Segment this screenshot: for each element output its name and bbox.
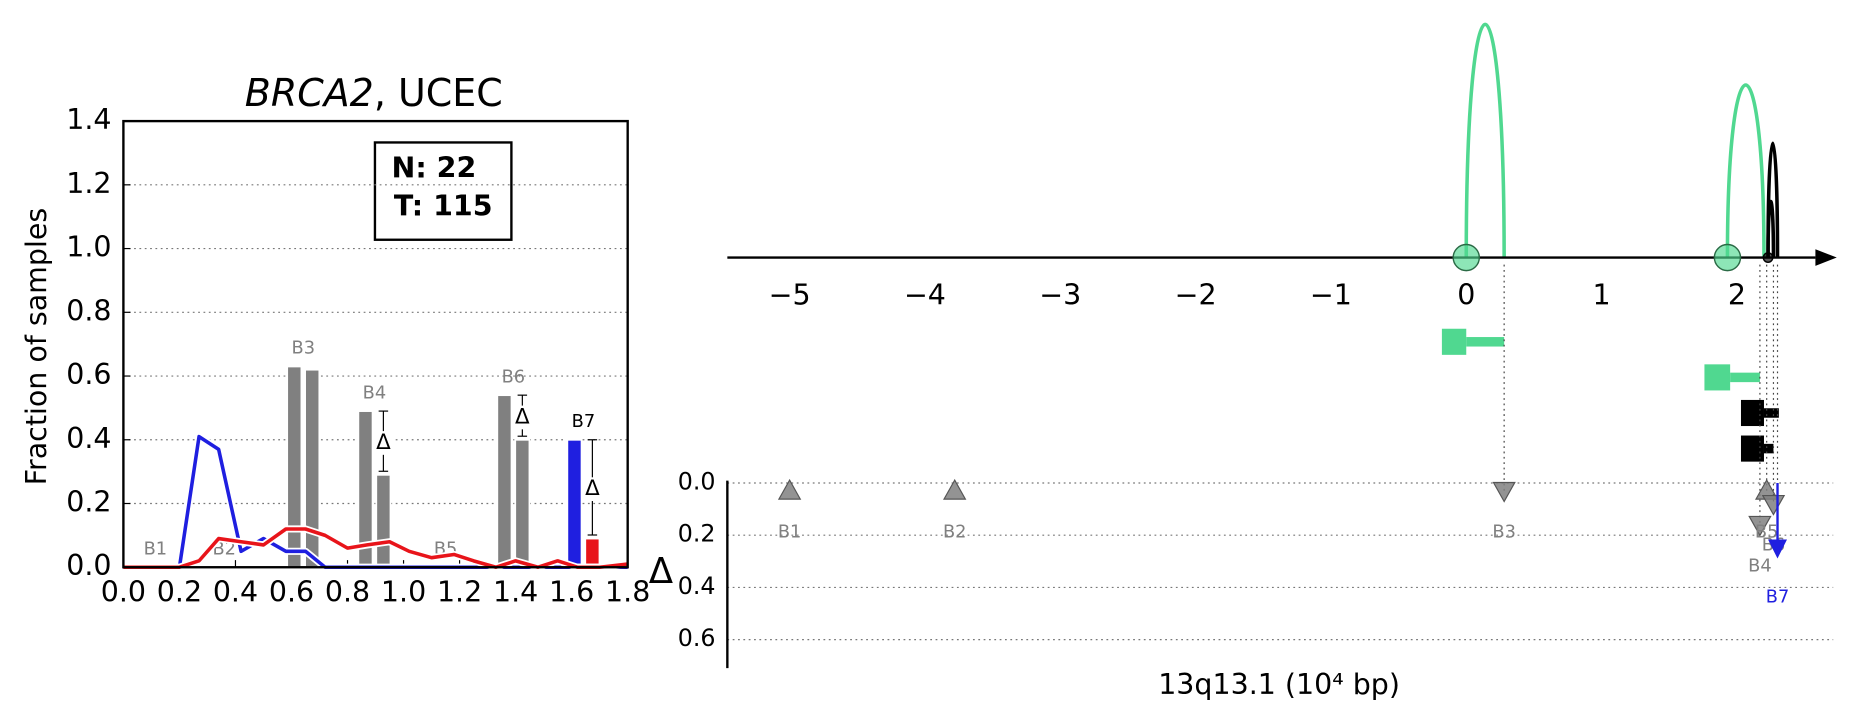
x-tick-label: 0.0	[101, 575, 146, 608]
x-tick-label: 1	[1593, 279, 1611, 312]
plot-frame	[122, 119, 629, 569]
annotation-box	[373, 141, 513, 241]
marker	[1761, 494, 1786, 516]
feature-thick	[1441, 328, 1467, 355]
arc	[1766, 200, 1776, 258]
x-tick-label: 1.8	[605, 575, 650, 608]
junction	[1452, 243, 1481, 272]
junction	[1762, 252, 1774, 264]
axis-arrow	[1815, 249, 1837, 266]
bar	[584, 537, 601, 569]
chart-title: BRCA2, UCEC	[245, 70, 503, 114]
bar	[496, 394, 513, 569]
annotation-t: T: 115	[394, 190, 493, 223]
x-tick-label: 0.6	[269, 575, 314, 608]
title-rest: , UCEC	[374, 70, 503, 114]
y-tick-label: 1.4	[66, 103, 111, 136]
x-tick-label: 0.4	[213, 575, 258, 608]
y-tick-label: 0.0	[66, 549, 111, 582]
feature-thick	[1740, 399, 1764, 427]
y-tick-label: 1.2	[66, 167, 111, 200]
marker-label: B1	[778, 521, 802, 542]
y-tick-label: 0.4	[66, 422, 111, 455]
group-label: B3	[292, 338, 316, 359]
group-label: B6	[502, 366, 526, 387]
bar	[304, 368, 321, 569]
y-tick-label: 0.2	[678, 520, 716, 548]
y-tick-label: 0.0	[678, 467, 716, 495]
marker	[777, 478, 802, 500]
x-tick-label: 1.2	[437, 575, 482, 608]
delta-bg	[373, 431, 393, 455]
x-tick-label: 0.2	[157, 575, 202, 608]
feature-thin	[1466, 337, 1505, 347]
feature-thin	[1763, 408, 1779, 418]
x-tick-label: 0	[1457, 279, 1475, 312]
marker	[1492, 481, 1516, 503]
bar	[375, 473, 392, 569]
arc	[1725, 83, 1766, 258]
marker	[1748, 515, 1772, 537]
bar	[514, 438, 531, 569]
x-tick-label: −3	[1039, 279, 1081, 312]
arc	[1464, 22, 1506, 258]
title-gene: BRCA2	[245, 70, 374, 114]
x-tick-label: −4	[904, 279, 946, 312]
y-tick-label: 1.0	[66, 231, 111, 264]
delta-bg	[512, 405, 532, 430]
x-axis-label: 13q13.1 (10⁴ bp)	[1158, 668, 1400, 701]
y-axis-label: Fraction of samples	[20, 208, 53, 486]
marker-label: B4	[1748, 555, 1772, 576]
y-tick-label: 0.4	[678, 572, 716, 600]
group-label: B7	[572, 411, 596, 432]
feature-thick	[1704, 364, 1731, 391]
feature-thin	[1730, 372, 1760, 383]
feature-thin	[1763, 443, 1774, 454]
annotation-n: N: 22	[392, 152, 477, 185]
marker-label: B7	[1766, 587, 1790, 608]
x-tick-label: −1	[1310, 279, 1352, 312]
y-tick-label: 0.6	[678, 624, 716, 652]
y-tick-label: 0.8	[66, 294, 111, 327]
marker	[943, 478, 967, 500]
x-tick-label: −5	[769, 279, 811, 312]
x-tick-label: −2	[1175, 279, 1217, 312]
x-tick-label: 2	[1728, 279, 1746, 312]
x-tick-label: 1.6	[549, 575, 594, 608]
delta-symbol: Δ	[376, 430, 391, 455]
x-tick-label: 0.8	[325, 575, 370, 608]
marker-label: B5	[1755, 521, 1779, 542]
x-tick-label: 1.0	[381, 575, 426, 608]
bar	[566, 438, 583, 569]
bar	[286, 365, 303, 569]
x-tick-label: 1.4	[493, 575, 538, 608]
delta-symbol: Δ	[585, 476, 600, 501]
y-tick-label: 0.6	[66, 358, 111, 391]
marker-label: B3	[1492, 521, 1516, 542]
y-axis-label: Δ	[649, 551, 674, 592]
feature-thick	[1740, 435, 1764, 462]
group-label: B4	[363, 382, 387, 403]
group-label: B1	[144, 538, 168, 559]
y-tick-label: 0.2	[66, 486, 111, 519]
arrow-head	[1768, 539, 1788, 559]
delta-bg	[582, 477, 602, 502]
delta-symbol: Δ	[515, 404, 530, 429]
junction	[1713, 243, 1742, 272]
marker-label: B2	[943, 521, 967, 542]
